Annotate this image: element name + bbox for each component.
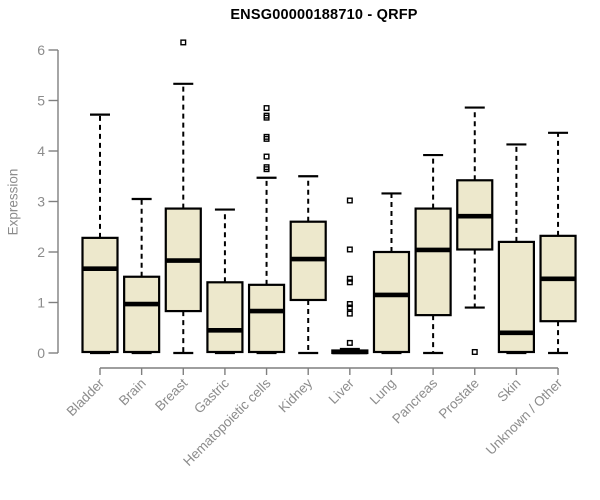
box-rect bbox=[372, 250, 411, 354]
box-rect bbox=[497, 240, 535, 354]
outlier-point bbox=[180, 39, 187, 46]
box-rect bbox=[414, 207, 452, 317]
outlier-point bbox=[263, 133, 270, 140]
box-rect bbox=[123, 275, 161, 354]
y-tick-label: 2 bbox=[37, 244, 45, 260]
y-tick-label: 5 bbox=[37, 92, 45, 108]
x-category-label: Lung bbox=[367, 376, 399, 408]
outlier-point bbox=[263, 112, 270, 119]
y-tick-label: 6 bbox=[37, 42, 45, 58]
box-rect bbox=[206, 281, 244, 354]
outlier-point bbox=[346, 197, 353, 204]
outlier-point bbox=[346, 310, 353, 317]
outlier-point bbox=[263, 153, 270, 160]
y-tick-label: 0 bbox=[37, 345, 45, 361]
outlier-point bbox=[346, 301, 353, 308]
outlier-point bbox=[471, 348, 478, 355]
box-rect bbox=[247, 283, 286, 354]
outlier-point bbox=[346, 339, 353, 346]
y-tick-label: 3 bbox=[37, 193, 45, 209]
outlier-point bbox=[346, 279, 353, 286]
x-category-label: Brain bbox=[116, 376, 149, 409]
outlier-point bbox=[263, 164, 270, 171]
x-category-label: Liver bbox=[326, 375, 358, 407]
x-category-label: Gastric bbox=[191, 375, 232, 416]
outlier-point bbox=[346, 304, 353, 311]
x-category-label: Breast bbox=[152, 375, 190, 413]
x-category-label: Kidney bbox=[276, 375, 316, 415]
chart-title: ENSG00000188710 - QRFP bbox=[230, 7, 418, 23]
outlier-point bbox=[346, 246, 353, 253]
x-category-label: Prostate bbox=[436, 376, 482, 422]
x-category-label: Bladder bbox=[64, 375, 108, 419]
y-tick-label: 4 bbox=[37, 143, 45, 159]
x-category-label: Skin bbox=[494, 376, 523, 405]
x-category-label: Unknown / Other bbox=[483, 375, 566, 458]
outlier-point bbox=[346, 275, 353, 282]
x-category-label: Pancreas bbox=[389, 375, 440, 426]
outlier-point bbox=[263, 105, 270, 112]
box-rect bbox=[81, 236, 119, 354]
y-tick-label: 1 bbox=[37, 294, 45, 310]
y-axis-title: Expression bbox=[5, 168, 21, 236]
